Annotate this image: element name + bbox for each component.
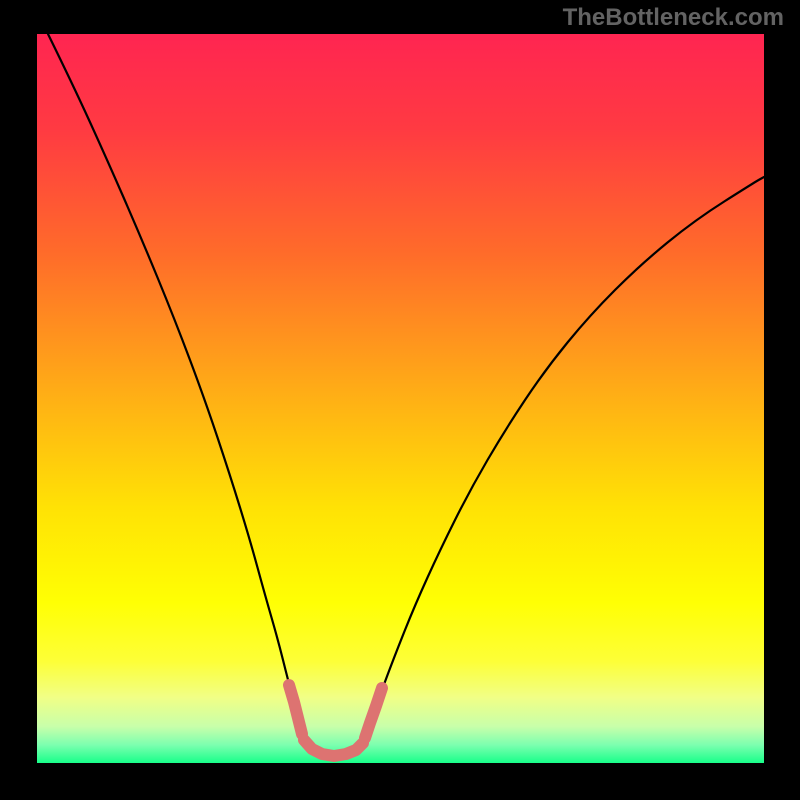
curve-overlay [0, 0, 800, 800]
marker-group [289, 685, 382, 756]
watermark-text: TheBottleneck.com [563, 4, 784, 32]
marker-segment [304, 740, 363, 756]
bottleneck-curve [48, 34, 764, 756]
marker-segment [365, 688, 382, 738]
marker-segment [289, 685, 302, 734]
